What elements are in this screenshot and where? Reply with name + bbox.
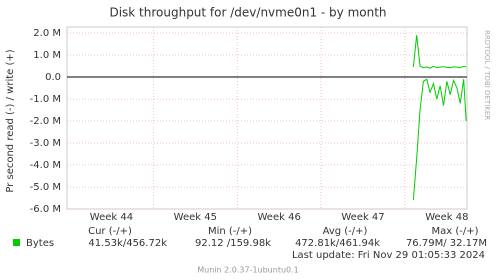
- y-tick-label: -2.0 M: [30, 116, 61, 127]
- last-update: Last update: Fri Nov 29 01:05:33 2024: [292, 250, 485, 261]
- y-axis-label: Pr second read (-) / write (+): [5, 49, 16, 192]
- legend-value: 76.79M/ 32.17M: [406, 238, 487, 249]
- x-tick-label: Week 46: [258, 212, 301, 223]
- legend-header: Min (-/+): [208, 226, 252, 237]
- data-line: [412, 35, 467, 69]
- y-tick-label: -5.0 M: [30, 182, 61, 193]
- y-tick-label: 1.0 M: [33, 50, 61, 61]
- y-tick-label: -1.0 M: [30, 94, 61, 105]
- x-tick-label: Week 47: [341, 212, 384, 223]
- x-tick-label: Week 45: [174, 212, 217, 223]
- side-text: RRDTOOL / TOBI OETIKER: [483, 30, 491, 120]
- plot-area: [66, 26, 468, 210]
- chart-title: Disk throughput for /dev/nvme0n1 - by mo…: [109, 6, 386, 20]
- y-tick-label: 0.0: [45, 72, 61, 83]
- legend-value: 472.81k/461.94k: [295, 238, 380, 249]
- x-tick-label: Week 44: [90, 212, 133, 223]
- y-tick-label: -6.0 M: [30, 204, 61, 215]
- legend-header: Cur (-/+): [88, 226, 132, 237]
- legend-header: Avg (-/+): [323, 226, 368, 237]
- legend-value: 92.12 /159.98k: [195, 238, 271, 249]
- y-tick-label: -3.0 M: [30, 138, 61, 149]
- x-tick-label: Week 48: [425, 212, 468, 223]
- footer: Munin 2.0.37-1ubuntu0.1: [197, 266, 299, 275]
- legend-label: Bytes: [26, 238, 54, 249]
- legend-value: 41.53k/456.72k: [88, 238, 167, 249]
- y-tick-label: -4.0 M: [30, 160, 61, 171]
- y-tick-label: 2.0 M: [33, 28, 61, 39]
- legend-swatch: [13, 239, 20, 246]
- data-line: [412, 78, 467, 201]
- legend-header: Max (-/+): [431, 226, 478, 237]
